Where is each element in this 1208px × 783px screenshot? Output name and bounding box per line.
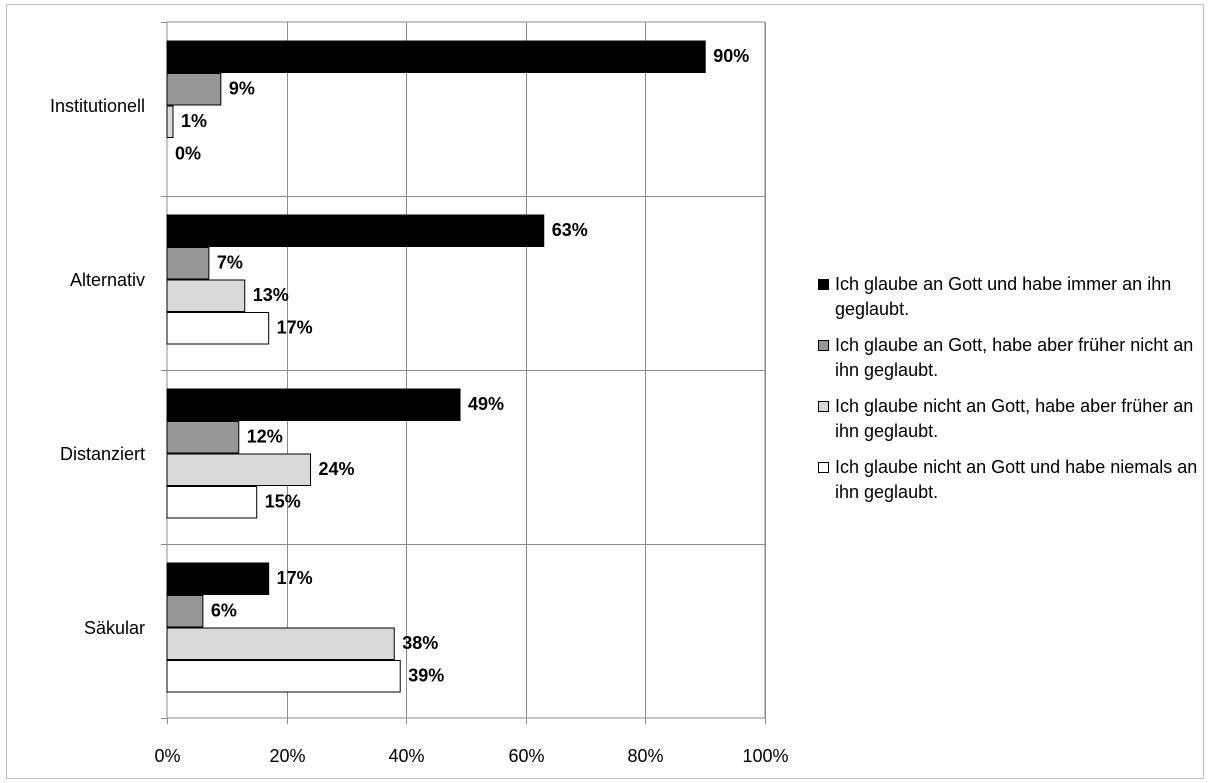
- bar: [166, 627, 395, 660]
- category-label: Säkular: [84, 618, 145, 638]
- legend-swatch: [818, 279, 829, 290]
- bar: [166, 660, 401, 693]
- legend-label: Ich glaube an Gott und habe immer an ihn…: [835, 274, 1172, 319]
- data-label: 39%: [408, 666, 444, 686]
- x-tick-label: 60%: [508, 746, 544, 766]
- legend-item: Ich glaube nicht an Gott, habe aber früh…: [818, 394, 1203, 444]
- bar: [166, 105, 174, 138]
- bar: [166, 388, 461, 421]
- x-tick-label: 20%: [269, 746, 305, 766]
- bar: [166, 247, 210, 280]
- data-label: 6%: [211, 601, 237, 621]
- data-label: 24%: [319, 459, 355, 479]
- legend-label: Ich glaube nicht an Gott, habe aber früh…: [835, 396, 1194, 441]
- legend: Ich glaube an Gott und habe immer an ihn…: [818, 272, 1203, 516]
- data-label: 63%: [552, 220, 588, 240]
- bar: [166, 453, 312, 486]
- legend-label: Ich glaube nicht an Gott und habe niemal…: [835, 457, 1198, 502]
- x-tick-label: 80%: [627, 746, 663, 766]
- legend-item: Ich glaube nicht an Gott und habe niemal…: [818, 455, 1203, 505]
- data-label: 7%: [217, 253, 243, 273]
- data-label: 38%: [402, 633, 438, 653]
- x-tick-label: 40%: [388, 746, 424, 766]
- x-tick-label: 100%: [742, 746, 788, 766]
- data-label: 15%: [265, 492, 301, 512]
- legend-item: Ich glaube an Gott, habe aber früher nic…: [818, 333, 1203, 383]
- bar: [166, 214, 545, 247]
- bar: [166, 279, 246, 312]
- bar: [166, 73, 222, 106]
- category-label: Alternativ: [70, 270, 145, 290]
- data-label: 17%: [277, 568, 313, 588]
- x-tick-label: 0%: [154, 746, 180, 766]
- legend-swatch: [818, 462, 829, 473]
- data-label: 0%: [175, 144, 201, 164]
- category-label: Distanziert: [60, 444, 145, 464]
- data-label: 17%: [277, 318, 313, 338]
- legend-swatch: [818, 340, 829, 351]
- bar: [166, 595, 204, 628]
- data-label: 9%: [229, 79, 255, 99]
- data-label: 90%: [713, 46, 749, 66]
- category-label: Institutionell: [50, 96, 145, 116]
- bar: [166, 486, 258, 519]
- bar: [166, 312, 270, 345]
- bar: [166, 421, 240, 454]
- bar: [166, 562, 270, 595]
- legend-label: Ich glaube an Gott, habe aber früher nic…: [835, 335, 1194, 380]
- data-label: 49%: [468, 394, 504, 414]
- bar: [166, 40, 706, 73]
- data-label: 12%: [247, 427, 283, 447]
- legend-item: Ich glaube an Gott und habe immer an ihn…: [818, 272, 1203, 322]
- legend-swatch: [818, 401, 829, 412]
- data-label: 1%: [181, 111, 207, 131]
- data-label: 13%: [253, 285, 289, 305]
